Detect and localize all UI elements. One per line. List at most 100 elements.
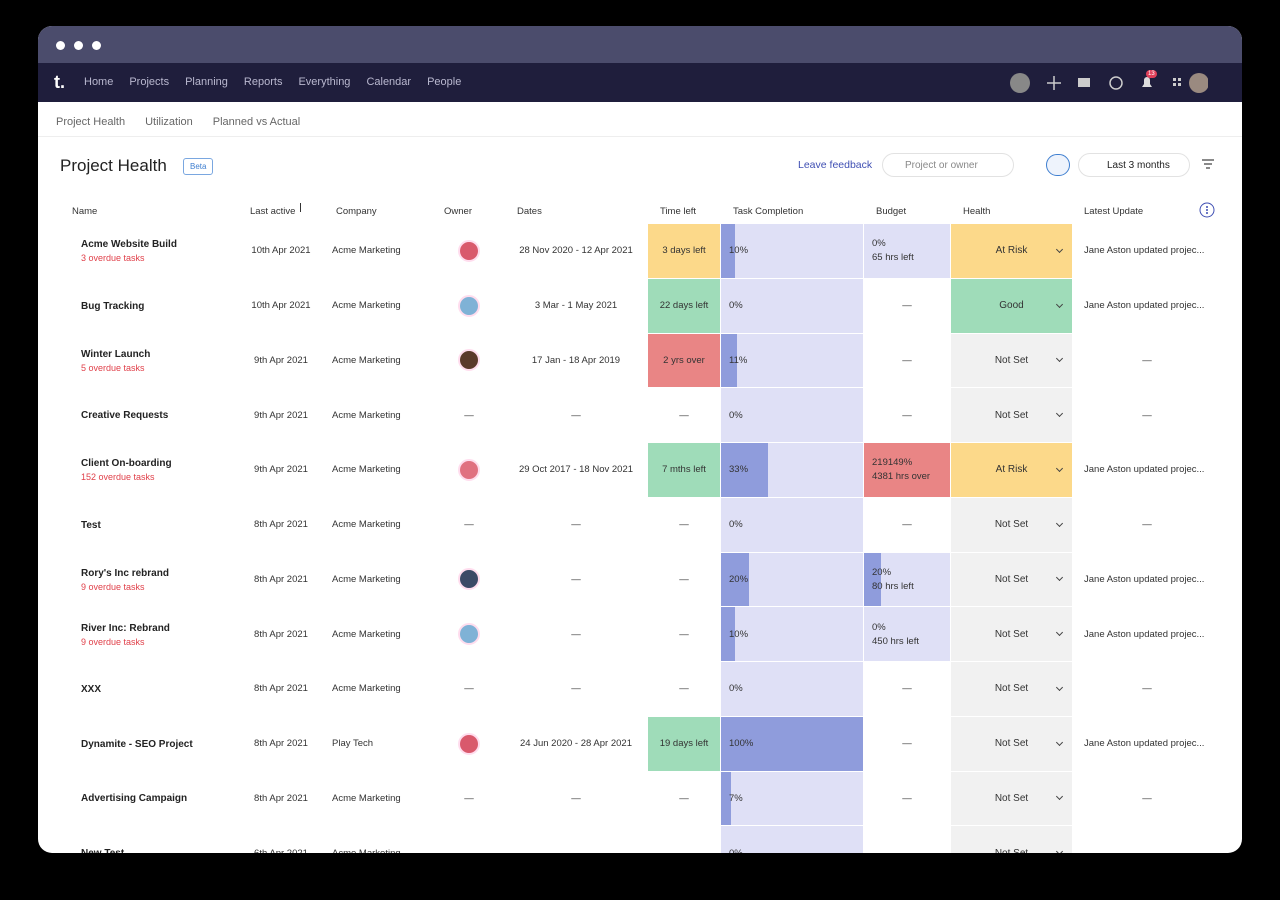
owner-avatar[interactable] <box>458 294 480 317</box>
column-header[interactable]: Task Completion <box>733 206 804 217</box>
owner-avatar[interactable] <box>458 349 480 372</box>
filter-icon[interactable] <box>1202 159 1214 169</box>
nav-item[interactable]: Everything <box>298 76 351 88</box>
team-toggle[interactable] <box>1046 154 1070 176</box>
apps-icon[interactable] <box>1173 78 1181 86</box>
table-row[interactable]: Bug Tracking 10th Apr 2021 Acme Marketing 3… <box>38 278 1242 334</box>
health-status[interactable]: Good <box>999 300 1024 312</box>
table-row[interactable]: Rory's Inc rebrand 9 overdue tasks 8th Apr… <box>38 552 1242 608</box>
column-header[interactable]: Budget <box>876 206 907 217</box>
nav-item[interactable]: Calendar <box>366 76 412 88</box>
owner-avatar[interactable] <box>458 458 480 481</box>
dates: 29 Oct 2017 - 18 Nov 2021 <box>518 464 634 476</box>
owner-avatar[interactable] <box>458 568 480 591</box>
health-status[interactable]: Not Set <box>994 354 1029 366</box>
dates: 28 Nov 2020 - 12 Apr 2021 <box>519 245 633 257</box>
nav-item[interactable]: Home <box>84 76 114 88</box>
health-chevron[interactable] <box>1055 519 1064 527</box>
column-header[interactable]: Name <box>72 206 98 217</box>
column-settings[interactable] <box>1199 202 1215 218</box>
project-name[interactable]: River Inc: Rebrand <box>81 622 170 634</box>
add-icon[interactable] <box>1047 76 1061 90</box>
table-row[interactable]: Client On-boarding 152 overdue tasks 9th A… <box>38 443 1242 498</box>
health-status[interactable]: Not Set <box>994 792 1029 804</box>
project-name[interactable]: Bug Tracking <box>81 300 145 312</box>
owner-avatar[interactable] <box>458 623 480 646</box>
owner-avatar[interactable] <box>458 239 480 262</box>
health-status[interactable]: Not Set <box>994 573 1029 585</box>
column-header[interactable]: Health <box>963 206 991 217</box>
project-name[interactable]: Acme Website Build <box>81 239 177 251</box>
health-status[interactable]: Not Set <box>994 683 1029 695</box>
health-status[interactable]: Not Set <box>995 848 1028 853</box>
project-name[interactable]: Dynamite - SEO Project <box>81 738 193 750</box>
project-name[interactable]: Creative Requests <box>81 410 169 422</box>
search-icon[interactable] <box>1010 73 1030 93</box>
nav-item[interactable]: Projects <box>129 76 170 88</box>
completion-label: 0% <box>729 848 743 853</box>
health-chevron[interactable] <box>1055 848 1064 853</box>
project-name[interactable]: New Test <box>81 848 124 853</box>
owner-avatar[interactable] <box>458 732 480 755</box>
nav-item[interactable]: Planning <box>185 76 228 88</box>
health-status[interactable]: At Risk <box>995 245 1028 257</box>
project-name[interactable]: Test <box>81 519 101 531</box>
completion-label: 20% <box>729 573 749 585</box>
completion-label: 0% <box>729 683 743 695</box>
nav-item[interactable]: Reports <box>243 76 283 88</box>
health-chevron[interactable] <box>1055 629 1064 637</box>
table-row[interactable]: XXX 8th Apr 2021 Acme Marketing — — — 0% — Not S… <box>38 662 1242 717</box>
date-range[interactable]: Last 3 months <box>1078 153 1190 177</box>
health-chevron[interactable] <box>1055 464 1064 472</box>
task-completion: 0% <box>721 497 863 552</box>
table-row[interactable]: River Inc: Rebrand 9 overdue tasks 8th Apr… <box>38 607 1242 662</box>
table-row[interactable]: Dynamite - SEO Project 8th Apr 2021 Play T… <box>38 716 1242 772</box>
health-chevron[interactable] <box>1055 355 1064 363</box>
health-chevron[interactable] <box>1055 793 1064 801</box>
table-row[interactable]: Winter Launch 5 overdue tasks 9th Apr 2021… <box>38 333 1242 389</box>
column-header[interactable]: Time left <box>660 206 697 217</box>
name-cell: Test <box>81 498 101 553</box>
tab[interactable]: Planned vs Actual <box>212 116 301 128</box>
column-header[interactable]: Owner <box>444 206 472 217</box>
name-cell: New Test <box>81 826 124 853</box>
project-name[interactable]: Winter Launch <box>81 348 151 360</box>
activity-icon[interactable] <box>1109 76 1123 90</box>
tab[interactable]: Project Health <box>56 116 126 128</box>
project-name[interactable]: Advertising Campaign <box>81 793 188 805</box>
bell-icon[interactable] <box>1142 77 1152 87</box>
tab[interactable]: Utilization <box>145 116 193 128</box>
column-header[interactable]: Dates <box>517 206 542 217</box>
health-chevron[interactable] <box>1055 300 1064 308</box>
table-row[interactable]: Acme Website Build 3 overdue tasks 10th Ap… <box>38 224 1242 279</box>
logo[interactable]: t. <box>54 72 65 92</box>
table-row[interactable]: Test 8th Apr 2021 Acme Marketing — — — 0% — Not … <box>38 497 1242 553</box>
last-active: 10th Apr 2021 <box>251 245 311 257</box>
health-status[interactable]: Not Set <box>994 409 1029 421</box>
health-chevron[interactable] <box>1055 683 1064 691</box>
search-box[interactable]: Project or owner <box>882 153 1014 177</box>
health-chevron[interactable] <box>1055 738 1064 746</box>
table-row[interactable]: Advertising Campaign 8th Apr 2021 Acme Mar… <box>38 771 1242 827</box>
project-name[interactable]: Client On-boarding <box>81 458 172 470</box>
nav-items: Home Projects Planning Reports Everything Cal… <box>84 76 461 88</box>
column-header[interactable]: Latest Update <box>1084 206 1144 217</box>
health-status[interactable]: Not Set <box>994 738 1029 750</box>
table-row[interactable]: Creative Requests 9th Apr 2021 Acme Market… <box>38 388 1242 443</box>
user-avatar[interactable] <box>1189 73 1208 93</box>
project-name[interactable]: XXX <box>81 683 102 695</box>
last-active: 9th Apr 2021 <box>254 354 308 366</box>
folder-icon[interactable] <box>1078 78 1090 87</box>
column-header[interactable]: Last active <box>250 206 296 217</box>
health-status[interactable]: At Risk <box>995 464 1028 476</box>
column-header[interactable]: Company <box>336 206 377 217</box>
health-chevron[interactable] <box>1055 245 1064 253</box>
health-chevron[interactable] <box>1055 574 1064 582</box>
health-status[interactable]: Not Set <box>994 519 1029 531</box>
nav-item[interactable]: People <box>427 76 462 88</box>
project-name[interactable]: Rory's Inc rebrand <box>81 567 169 579</box>
health-chevron[interactable] <box>1055 410 1064 418</box>
feedback-link[interactable]: Leave feedback <box>798 159 873 171</box>
health-status[interactable]: Not Set <box>994 628 1029 640</box>
